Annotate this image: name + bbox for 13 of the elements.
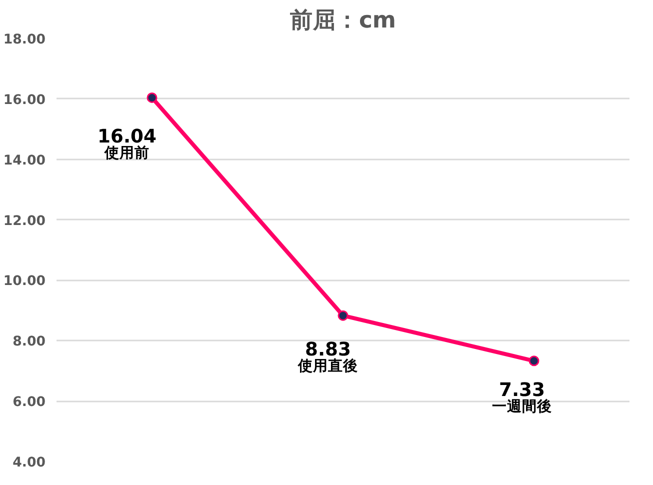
point xyxy=(146,92,158,103)
y-tick-label: 14.00 xyxy=(3,153,46,168)
y-tick-label: 18.00 xyxy=(3,32,46,48)
x-tick-label: 一週間後 xyxy=(492,398,552,415)
y-tick-label: 6.00 xyxy=(12,395,46,410)
point xyxy=(528,356,540,366)
y-tick-label: 16.00 xyxy=(3,92,46,108)
y-tick-label: 10.00 xyxy=(3,274,46,290)
y-tick-label: 4.00 xyxy=(12,456,46,470)
point xyxy=(338,310,348,321)
y-tick-label: 12.00 xyxy=(3,214,46,229)
chart-title: 前屈：cm xyxy=(288,8,396,34)
y-tick-label: 8.00 xyxy=(12,334,46,350)
